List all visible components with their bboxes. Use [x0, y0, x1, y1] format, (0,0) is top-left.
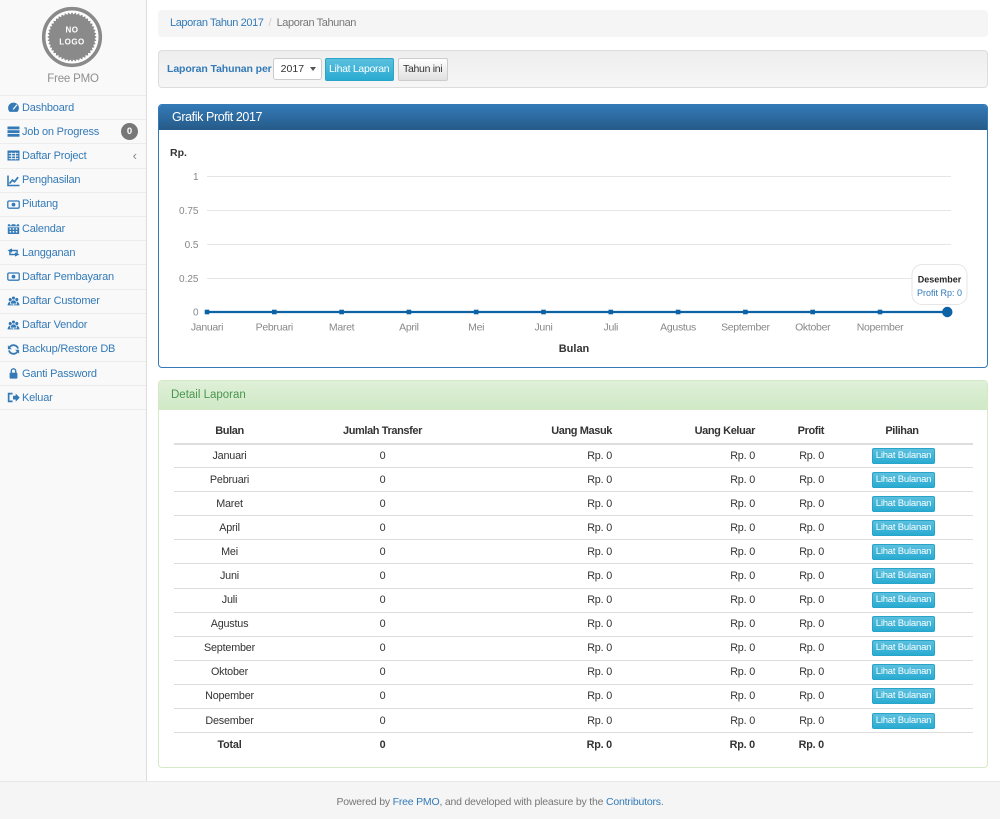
svg-text:Agustus: Agustus: [660, 322, 696, 334]
svg-text:Pebruari: Pebruari: [256, 322, 293, 334]
svg-text:0: 0: [193, 308, 199, 319]
svg-text:0.75: 0.75: [179, 206, 199, 217]
svg-text:LOGO: LOGO: [59, 38, 85, 47]
svg-text:Maret: Maret: [329, 322, 355, 334]
svg-text:Mei: Mei: [468, 322, 484, 334]
svg-text:Juli: Juli: [604, 322, 619, 334]
svg-text:Desember: Desember: [918, 275, 962, 285]
svg-text:Oktober: Oktober: [795, 322, 831, 334]
svg-text:Juni: Juni: [534, 322, 552, 334]
svg-text:April: April: [399, 322, 419, 334]
svg-text:Rp.: Rp.: [170, 147, 187, 159]
svg-text:Profit Rp: 0: Profit Rp: 0: [917, 288, 962, 298]
svg-text:NO: NO: [66, 26, 79, 35]
svg-text:Januari: Januari: [191, 322, 223, 334]
svg-text:0.25: 0.25: [179, 274, 199, 285]
svg-text:Nopember: Nopember: [857, 322, 904, 334]
svg-text:Bulan: Bulan: [559, 343, 590, 355]
svg-text:September: September: [721, 322, 770, 334]
svg-text:0.5: 0.5: [185, 240, 199, 251]
svg-text:1: 1: [193, 172, 199, 183]
